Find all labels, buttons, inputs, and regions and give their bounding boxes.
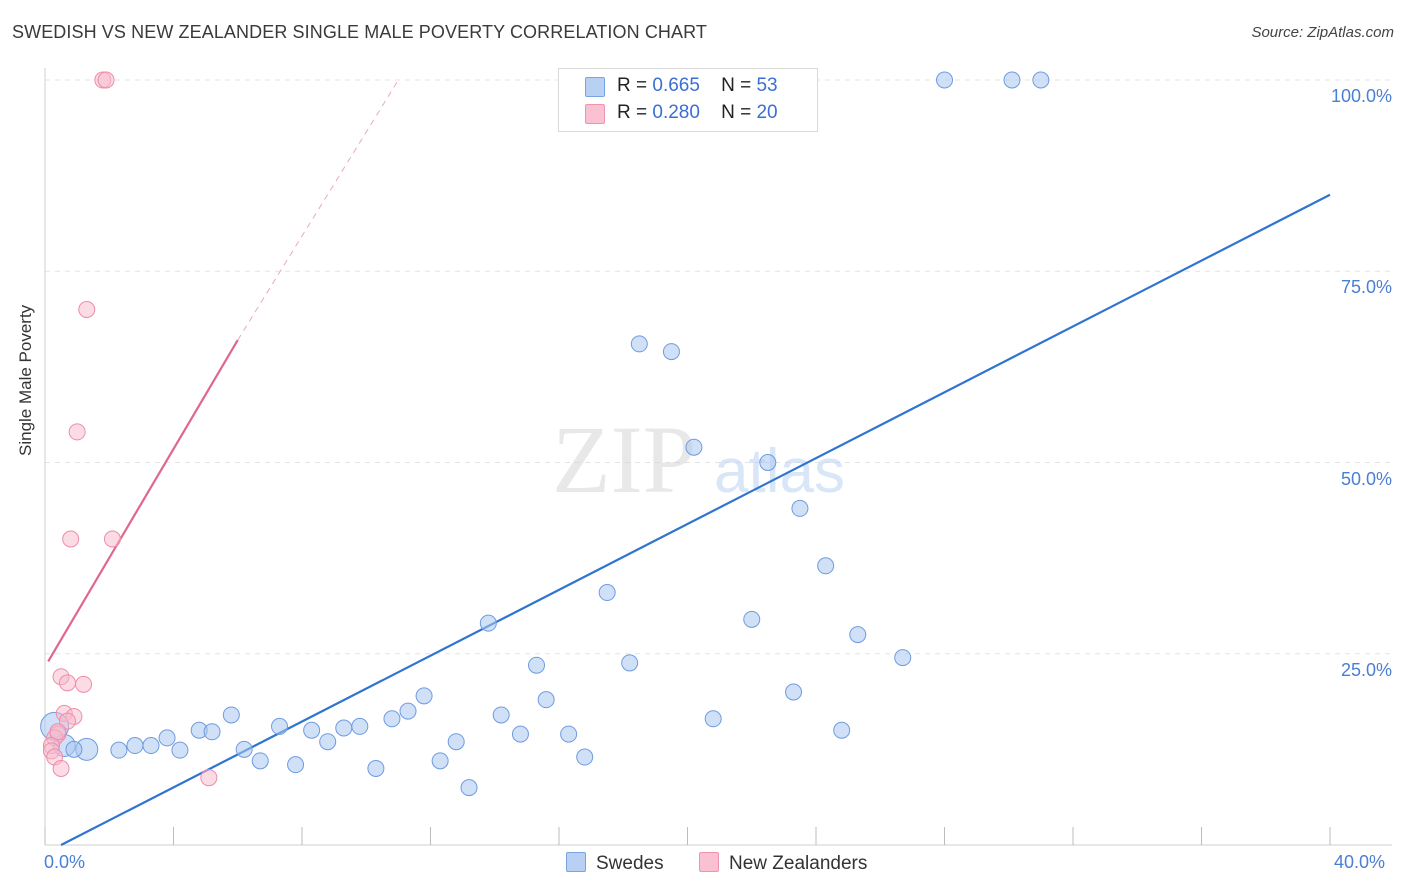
point-swedes xyxy=(1003,71,1021,89)
gridlines xyxy=(45,79,1392,655)
trend-line-new-zealanders xyxy=(47,339,239,662)
point-swedes xyxy=(399,702,417,720)
point-swedes xyxy=(791,499,809,517)
point-swedes xyxy=(704,710,722,728)
legend-r-value-swedes: 0.665 xyxy=(652,75,700,96)
legend-r-label: R = xyxy=(617,75,648,96)
legend-n-label: N = xyxy=(721,75,752,96)
point-swedes xyxy=(319,733,337,751)
point-new-zealanders xyxy=(68,423,86,441)
point-swedes xyxy=(621,654,639,672)
x-tick-label-max: 40.0% xyxy=(1334,852,1386,872)
point-swedes xyxy=(235,740,253,758)
point-swedes xyxy=(110,741,128,759)
point-swedes xyxy=(126,737,144,755)
point-swedes xyxy=(479,614,497,632)
point-swedes xyxy=(303,721,321,739)
point-new-zealanders xyxy=(62,530,80,548)
x-tick-label-min: 0.0% xyxy=(44,852,86,872)
watermark-atlas: atlas xyxy=(714,437,845,506)
point-swedes xyxy=(759,454,777,471)
point-swedes xyxy=(833,721,851,739)
point-swedes xyxy=(287,756,305,774)
legend-swatch-new-zealanders xyxy=(585,104,605,124)
point-swedes xyxy=(560,725,578,743)
point-new-zealanders xyxy=(200,769,218,787)
point-swedes xyxy=(383,710,401,728)
stats-legend: R = 0.665 N = 53 R = 0.280 N = 20 xyxy=(558,68,818,132)
trend-line-new-zealanders-extension xyxy=(237,79,399,341)
point-new-zealanders xyxy=(49,723,67,741)
point-swedes xyxy=(537,691,555,709)
y-axis-label: Single Male Poverty xyxy=(16,304,35,456)
point-swedes xyxy=(415,687,433,705)
point-swedes xyxy=(785,683,803,701)
y-tick-label: 75.0% xyxy=(1340,277,1392,298)
point-swedes xyxy=(817,557,835,575)
point-swedes xyxy=(271,717,289,735)
watermark: ZIP atlas xyxy=(552,406,845,513)
point-swedes xyxy=(222,706,240,724)
point-swedes xyxy=(65,740,83,758)
point-swedes xyxy=(351,717,369,735)
point-swedes xyxy=(576,748,594,766)
point-swedes xyxy=(447,733,465,751)
point-swedes xyxy=(203,723,221,741)
legend-n-label: N = xyxy=(721,102,752,123)
point-new-zealanders xyxy=(103,530,121,548)
point-new-zealanders xyxy=(75,675,93,693)
series-legend-swedes[interactable]: Swedes xyxy=(566,852,664,875)
legend-r-label: R = xyxy=(617,102,648,123)
y-tick-label: 25.0% xyxy=(1340,659,1392,680)
point-swedes xyxy=(685,438,703,456)
point-new-zealanders xyxy=(97,71,115,89)
axes xyxy=(44,68,1392,846)
point-swedes xyxy=(662,343,680,361)
watermark-zip: ZIP xyxy=(552,406,696,513)
legend-n-value-swedes: 53 xyxy=(756,75,778,96)
series-legend-new-zealanders[interactable]: New Zealanders xyxy=(699,852,867,875)
point-swedes xyxy=(630,335,648,353)
y-tick-label: 50.0% xyxy=(1340,468,1392,489)
point-swedes xyxy=(171,741,189,759)
data-points xyxy=(40,71,1050,797)
legend-n-value-new-zealanders: 20 xyxy=(756,102,778,123)
trend-lines xyxy=(47,79,1331,846)
point-swedes xyxy=(894,649,912,667)
point-swedes xyxy=(849,626,867,644)
point-new-zealanders xyxy=(52,760,70,777)
source-credit: Source: ZipAtlas.com xyxy=(1251,24,1394,41)
point-new-zealanders xyxy=(78,301,96,318)
point-swedes xyxy=(251,752,269,770)
point-swedes xyxy=(528,656,546,674)
point-swedes xyxy=(936,71,953,89)
point-new-zealanders xyxy=(58,712,76,730)
series-name-new-zealanders: New Zealanders xyxy=(729,853,868,874)
point-swedes xyxy=(598,584,616,602)
series-swatch-new-zealanders xyxy=(699,852,719,872)
point-swedes xyxy=(335,719,353,737)
series-swatch-swedes xyxy=(566,852,586,872)
point-swedes xyxy=(158,729,176,747)
point-swedes xyxy=(431,752,449,770)
point-swedes xyxy=(142,737,160,755)
point-swedes xyxy=(1032,71,1050,89)
chart-title: SWEDISH VS NEW ZEALANDER SINGLE MALE POV… xyxy=(12,22,708,42)
legend-swatch-swedes xyxy=(585,77,605,97)
point-swedes xyxy=(743,610,761,628)
point-swedes xyxy=(511,725,529,743)
point-swedes xyxy=(367,760,385,777)
point-new-zealanders xyxy=(58,674,76,692)
y-tick-label: 100.0% xyxy=(1330,86,1392,106)
point-swedes xyxy=(460,779,478,797)
series-name-swedes: Swedes xyxy=(596,853,664,874)
trend-line-swedes xyxy=(60,193,1331,846)
point-swedes xyxy=(492,706,510,724)
legend-r-value-new-zealanders: 0.280 xyxy=(652,102,700,123)
